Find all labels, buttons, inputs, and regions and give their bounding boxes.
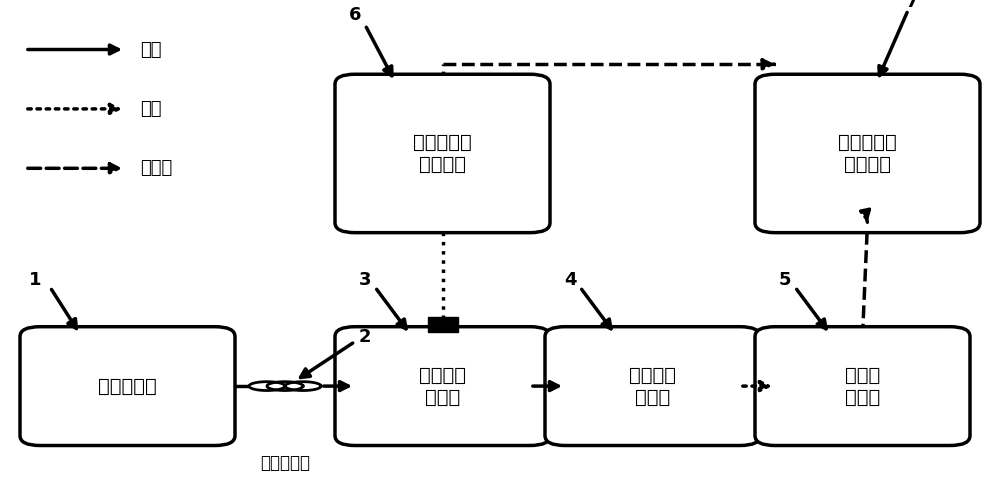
Text: 待测光电
探测器: 待测光电 探测器 [629, 366, 676, 406]
Text: 6: 6 [349, 6, 361, 24]
Text: 2: 2 [359, 328, 371, 346]
FancyBboxPatch shape [755, 327, 970, 446]
Text: 4: 4 [564, 271, 576, 289]
Text: 偏振控制器: 偏振控制器 [260, 454, 310, 472]
Polygon shape [428, 317, 458, 332]
FancyBboxPatch shape [20, 327, 235, 446]
Text: 7: 7 [906, 0, 918, 11]
FancyBboxPatch shape [335, 74, 550, 233]
Text: 光路: 光路 [140, 41, 162, 58]
Text: 3: 3 [359, 271, 371, 289]
Text: 幅度调制微
波信号源: 幅度调制微 波信号源 [413, 133, 472, 174]
Text: 电路: 电路 [140, 100, 162, 118]
Text: 1: 1 [29, 271, 41, 289]
Text: 数据流: 数据流 [140, 159, 172, 177]
Text: 5: 5 [779, 271, 791, 289]
Text: 电光强度
调制器: 电光强度 调制器 [419, 366, 466, 406]
FancyBboxPatch shape [335, 327, 550, 446]
FancyBboxPatch shape [755, 74, 980, 233]
Text: 频谱分
析模块: 频谱分 析模块 [845, 366, 880, 406]
Text: 控制与数据
处理模块: 控制与数据 处理模块 [838, 133, 897, 174]
FancyBboxPatch shape [545, 327, 760, 446]
Text: 光学频率梳: 光学频率梳 [98, 377, 157, 396]
